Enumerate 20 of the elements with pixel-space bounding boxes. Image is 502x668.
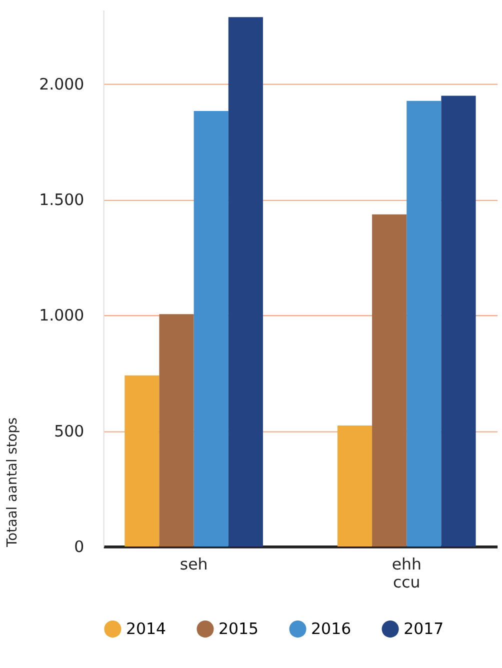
bar (228, 17, 263, 546)
legend-label: 2016 (311, 618, 352, 638)
legend-label: 2014 (126, 618, 166, 638)
x-tick-label: seh (180, 554, 208, 574)
bar (406, 100, 442, 546)
x-tick-label: ehh ccu (392, 554, 422, 592)
legend-label: 2015 (218, 618, 259, 638)
bar (159, 314, 194, 546)
bar (372, 214, 407, 546)
y-tick-label: 500 (54, 421, 84, 440)
y-tick-label: 0 (74, 536, 84, 556)
bar (194, 111, 228, 546)
y-axis-title: Totaal aantal stops (4, 417, 20, 548)
bar (337, 426, 372, 546)
y-tick-label: 1.000 (39, 306, 84, 325)
bar (124, 375, 160, 546)
legend-label: 2017 (404, 618, 444, 638)
y-tick-label: 1.500 (39, 190, 84, 210)
bar (441, 96, 476, 546)
y-tick-label: 2.000 (39, 74, 84, 94)
